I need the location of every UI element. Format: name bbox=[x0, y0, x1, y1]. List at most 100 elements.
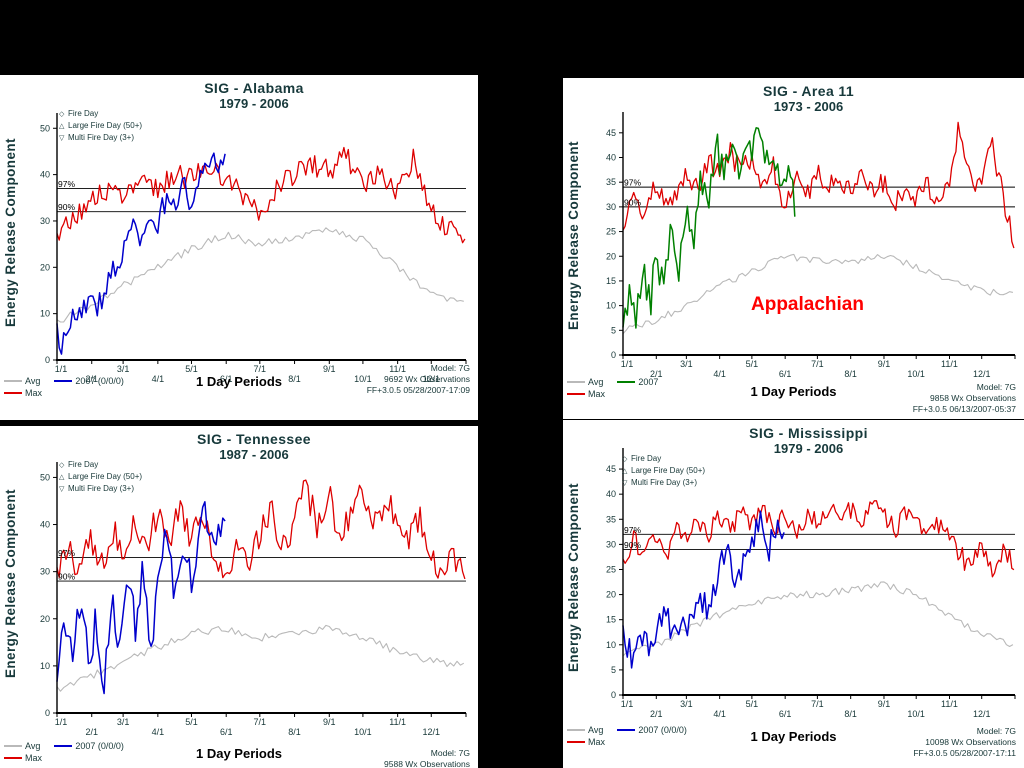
fire-legend-item: ◇ Fire Day bbox=[59, 108, 142, 120]
svg-text:97%: 97% bbox=[58, 548, 75, 558]
legend-item-avg: Avg bbox=[4, 376, 40, 386]
svg-text:5/1: 5/1 bbox=[185, 717, 198, 727]
legend-row: Avg 2007 (0/0/0) bbox=[4, 740, 124, 752]
triangle-down-marker-icon: ▽ bbox=[622, 480, 628, 487]
svg-text:12/1: 12/1 bbox=[422, 374, 440, 384]
svg-text:30: 30 bbox=[40, 567, 50, 577]
footer-observations: 9692 Wx Observations bbox=[384, 374, 470, 384]
svg-text:0: 0 bbox=[611, 350, 616, 360]
legend-label: Avg bbox=[25, 376, 41, 386]
svg-text:9/1: 9/1 bbox=[323, 364, 336, 374]
svg-text:9/1: 9/1 bbox=[878, 699, 891, 709]
chart-panel-mississippi: SIG - Mississippi 1979 - 2006 Energy Rel… bbox=[563, 420, 1024, 768]
current-year-line-swatch bbox=[54, 380, 73, 382]
chart-panel-alabama: SIG - Alabama 1979 - 2006 Energy Release… bbox=[0, 75, 478, 420]
svg-text:50: 50 bbox=[40, 123, 50, 133]
plot-area: 0 10 20 30 40 50 1/1 2/1 3/1 4/1 5/1 6/1 7/1 8/1 9/1 10… bbox=[40, 113, 467, 384]
legend-item-max: Max bbox=[4, 388, 42, 398]
svg-text:1/1: 1/1 bbox=[621, 359, 634, 369]
svg-text:97%: 97% bbox=[624, 178, 641, 188]
svg-text:3/1: 3/1 bbox=[680, 699, 693, 709]
x-axis-label: 1 Day Periods bbox=[750, 384, 837, 399]
svg-text:1/1: 1/1 bbox=[621, 699, 634, 709]
svg-text:7/1: 7/1 bbox=[811, 359, 824, 369]
chart-title: SIG - Tennessee bbox=[197, 431, 311, 447]
max-line-swatch bbox=[4, 757, 22, 759]
svg-text:40: 40 bbox=[40, 520, 50, 530]
svg-text:30: 30 bbox=[606, 539, 616, 549]
footer-version: FF+3.0.5 05/28/2007-17:09 bbox=[366, 385, 470, 395]
svg-text:45: 45 bbox=[606, 128, 616, 138]
plot-area: 0 10 20 30 40 50 1/1 2/1 3/1 4/1 5/1 6/1 7/1 8/1 9/1 10… bbox=[40, 462, 467, 737]
svg-text:3/1: 3/1 bbox=[117, 364, 130, 374]
fire-legend-label: Multi Fire Day (3+) bbox=[631, 478, 698, 487]
svg-text:10: 10 bbox=[40, 661, 50, 671]
svg-text:15: 15 bbox=[606, 615, 616, 625]
svg-text:0: 0 bbox=[611, 690, 616, 700]
legend-item-max: Max bbox=[567, 737, 605, 747]
legend-item-2007: 2007 (0/0/0) bbox=[54, 741, 124, 751]
legend-label: Avg bbox=[588, 725, 604, 735]
svg-text:2/1: 2/1 bbox=[650, 709, 663, 719]
x-axis-label: 1 Day Periods bbox=[196, 746, 282, 761]
svg-text:8/1: 8/1 bbox=[288, 374, 301, 384]
svg-text:7/1: 7/1 bbox=[254, 364, 267, 374]
max-line-swatch bbox=[567, 741, 585, 743]
legend-item-avg: Avg bbox=[567, 377, 603, 387]
legend-item-max: Max bbox=[567, 389, 605, 399]
avg-line-swatch bbox=[567, 381, 585, 383]
svg-text:97%: 97% bbox=[624, 525, 641, 535]
chart-subtitle: 1987 - 2006 bbox=[219, 447, 289, 462]
fire-legend-label: Large Fire Day (50+) bbox=[68, 121, 143, 130]
svg-text:3/1: 3/1 bbox=[680, 359, 693, 369]
fire-day-legend: ◇ Fire Day △ Large Fire Day (50+) ▽ Multi F… bbox=[59, 459, 142, 495]
chart-footer: Model: 7G 9858 Wx Observations FF+3.0.5 … bbox=[913, 382, 1016, 415]
footer-observations: 10098 Wx Observations bbox=[925, 737, 1016, 747]
fire-legend-item: ▽ Multi Fire Day (3+) bbox=[622, 477, 705, 489]
legend-row: Max bbox=[567, 388, 658, 400]
svg-text:0: 0 bbox=[45, 355, 50, 365]
triangle-down-marker-icon: ▽ bbox=[59, 486, 65, 493]
chart-panel-area11: SIG - Area 11 1973 - 2006 Energy Release… bbox=[563, 78, 1024, 419]
max-line-swatch bbox=[567, 393, 585, 395]
legend-item-avg: Avg bbox=[4, 741, 40, 751]
legend-label: Max bbox=[588, 389, 606, 399]
svg-text:11/1: 11/1 bbox=[389, 717, 406, 727]
svg-text:30: 30 bbox=[606, 202, 616, 212]
legend-label: Max bbox=[588, 737, 606, 747]
legend-label: Max bbox=[25, 388, 43, 398]
footer-observations: 9858 Wx Observations bbox=[930, 393, 1016, 403]
svg-text:11/1: 11/1 bbox=[941, 699, 958, 709]
svg-text:1/1: 1/1 bbox=[55, 364, 68, 374]
x-axis-label: 1 Day Periods bbox=[196, 374, 282, 389]
svg-text:4/1: 4/1 bbox=[152, 374, 165, 384]
fire-legend-item: △ Large Fire Day (50+) bbox=[59, 120, 142, 132]
chart-subtitle: 1979 - 2006 bbox=[773, 441, 844, 456]
fire-legend-label: Fire Day bbox=[68, 460, 99, 469]
series-legend: Avg 2007 (0/0/0) Max bbox=[567, 724, 687, 748]
avg-line-swatch bbox=[4, 380, 22, 382]
svg-text:5/1: 5/1 bbox=[746, 699, 759, 709]
svg-text:10/1: 10/1 bbox=[907, 369, 925, 379]
legend-label: 2007 bbox=[638, 377, 659, 387]
svg-text:50: 50 bbox=[40, 472, 50, 482]
legend-row: Max bbox=[4, 387, 124, 399]
max-line-swatch bbox=[4, 392, 22, 394]
svg-text:97%: 97% bbox=[58, 179, 75, 189]
legend-label: Max bbox=[25, 753, 43, 763]
fire-legend-item: ▽ Multi Fire Day (3+) bbox=[59, 483, 142, 495]
svg-text:1/1: 1/1 bbox=[55, 717, 68, 727]
legend-item-2007: 2007 (0/0/0) bbox=[54, 376, 124, 386]
chart-footer: Model: 7G 9588 Wx Observations bbox=[384, 748, 470, 768]
svg-text:35: 35 bbox=[606, 514, 616, 524]
diamond-marker-icon: ◇ bbox=[59, 462, 65, 469]
svg-text:25: 25 bbox=[606, 564, 616, 574]
svg-text:8/1: 8/1 bbox=[844, 709, 857, 719]
chart-panel-tennessee: SIG - Tennessee 1987 - 2006 Energy Relea… bbox=[0, 426, 478, 768]
svg-text:6/1: 6/1 bbox=[220, 727, 233, 737]
plot-area: 0 5 10 15 20 25 30 35 40 45 1/1 2/1 3/1 4/1 5/1 6/1 7/1 8… bbox=[606, 448, 1016, 719]
series-legend: Avg 2007 (0/0/0) Max bbox=[4, 375, 124, 399]
svg-text:10: 10 bbox=[606, 301, 616, 311]
legend-row: Max bbox=[567, 736, 687, 748]
